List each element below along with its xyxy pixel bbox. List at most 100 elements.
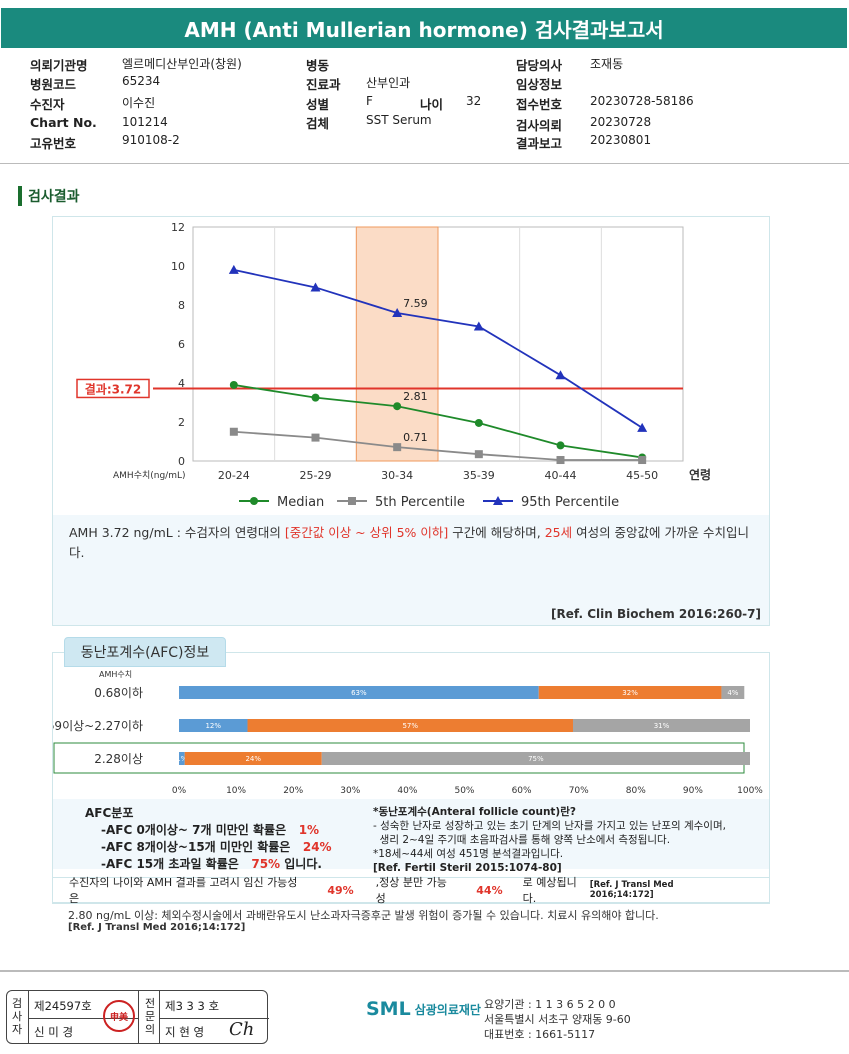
y-tick-label: 8 bbox=[178, 299, 185, 312]
afc-dist-row: -AFC 15개 초과일 확률은 75% 입니다. bbox=[83, 856, 332, 873]
x-tick-label: 40-44 bbox=[545, 469, 577, 482]
doctor-license: 제3 3 3 호 bbox=[165, 999, 220, 1013]
sign-divider bbox=[28, 1018, 138, 1019]
data-point bbox=[474, 418, 483, 427]
afc-x-tick: 90% bbox=[683, 786, 703, 796]
afc-definition: *동난포계수(Anteral follicle count)란? - 성숙한 난… bbox=[373, 805, 726, 875]
afc-chart: AMH수치 0.68이하 63% 32% 4% 0.69이상~2.27이하 12% 57% 31… bbox=[53, 670, 763, 796]
afc-x-tick: 100% bbox=[737, 786, 763, 796]
afc-def-ref: [Ref. Fertil Steril 2015:1074-80] bbox=[373, 862, 562, 874]
chart-comment-area bbox=[53, 515, 769, 625]
tech-stamp: 申美 bbox=[103, 1000, 135, 1032]
afc-panel: AMH수치 0.68이하 63% 32% 4% 0.69이상~2.27이하 12% 57% 31… bbox=[52, 652, 770, 905]
y-tick-label: 4 bbox=[178, 377, 185, 390]
legend-item: Median bbox=[239, 495, 324, 510]
chart-reference: [Ref. Clin Biochem 2016:260-7] bbox=[551, 607, 761, 621]
afc-row-label: 2.28이상 bbox=[94, 752, 143, 766]
amh-chart: 0 2 4 6 8 10 12 20-24 25-29 30-34 35-39 40-44 45-50 연… bbox=[76, 221, 711, 510]
series-line bbox=[233, 384, 643, 459]
summary-part-2: ,정상 분만 가능성 bbox=[375, 876, 447, 905]
afc-bar-segment bbox=[179, 686, 539, 699]
x-tick-label: 35-39 bbox=[463, 469, 495, 482]
x-tick-label: 25-29 bbox=[300, 469, 332, 482]
section-heading: 검사결과 bbox=[18, 186, 80, 206]
afc-x-tick: 70% bbox=[569, 786, 589, 796]
afc-segment-label: 75% bbox=[528, 755, 544, 763]
afc-dist-value: 24% bbox=[302, 840, 332, 854]
report-date-label: 결과보고 bbox=[516, 136, 563, 151]
doctor-vertical-label: 전문의 bbox=[144, 997, 156, 1036]
hospital-value: 엘르메디산부인과(창원) bbox=[122, 57, 242, 71]
data-point bbox=[555, 370, 566, 380]
specimen-value: SST Serum bbox=[366, 113, 432, 127]
afc-x-tick: 50% bbox=[454, 786, 474, 796]
pregnancy-rate: 49% bbox=[327, 883, 354, 897]
patient-value: 이수진 bbox=[122, 96, 156, 110]
afc-dist-text: -AFC 15개 초과일 확률은 bbox=[101, 857, 239, 871]
afc-x-tick: 40% bbox=[397, 786, 417, 796]
org-phone: 대표번호 : 1661-5117 bbox=[484, 1028, 596, 1041]
afc-x-tick: 10% bbox=[226, 786, 246, 796]
data-point bbox=[393, 402, 402, 411]
ward-label: 병동 bbox=[306, 58, 330, 73]
afc-segment-label: 31% bbox=[654, 722, 670, 730]
chart-value: 101214 bbox=[122, 115, 168, 129]
y-tick-label: 10 bbox=[171, 260, 185, 273]
legend-label: Median bbox=[277, 495, 324, 510]
chart-label: Chart No. bbox=[30, 115, 97, 130]
footer-divider bbox=[0, 970, 849, 972]
unique-value: 910108-2 bbox=[122, 133, 180, 147]
legend-label: 5th Percentile bbox=[375, 495, 465, 510]
pregnancy-summary: 수진자의 나이와 AMH 결과를 고려시 임신 가능성은 49% ,정상 분만 … bbox=[53, 876, 769, 905]
afc-dist-value: 75% bbox=[251, 857, 281, 871]
data-label: 0.71 bbox=[403, 431, 428, 444]
clinical-label: 임상정보 bbox=[516, 77, 563, 92]
data-label: 2.81 bbox=[403, 390, 428, 403]
afc-dist-text: -AFC 8개이상~15개 미만인 확률은 bbox=[101, 840, 291, 854]
series-line bbox=[233, 430, 643, 461]
signature-box: 검사자 제24597호 신 미 경 申美 전문의 제3 3 3 호 지 현 영 … bbox=[6, 990, 269, 1044]
afc-segment-label: 57% bbox=[402, 722, 418, 730]
data-label: 7.59 bbox=[403, 297, 428, 310]
series-line bbox=[233, 269, 643, 429]
data-point bbox=[493, 496, 503, 505]
sign-divider bbox=[159, 991, 160, 1043]
comment-age: 25세 bbox=[544, 525, 573, 540]
report-title: AMH (Anti Mullerian hormone) 검사결과보고서 bbox=[1, 8, 847, 48]
delivery-rate: 44% bbox=[476, 883, 503, 897]
afc-x-tick: 30% bbox=[340, 786, 360, 796]
doctor-signature: Ch bbox=[229, 1019, 255, 1040]
request-value: 20230728 bbox=[590, 115, 652, 129]
afc-dist-value: 1% bbox=[298, 823, 320, 837]
afc-segment-label: 63% bbox=[351, 689, 367, 697]
afc-dist-title: AFC분포 bbox=[85, 806, 134, 820]
receipt-value: 20230728-58186 bbox=[590, 94, 694, 108]
data-point bbox=[556, 441, 565, 450]
unique-label: 고유번호 bbox=[30, 136, 77, 151]
data-point bbox=[473, 321, 484, 331]
afc-bar-segment bbox=[247, 719, 573, 732]
y-tick-label: 6 bbox=[178, 338, 185, 351]
series-95th-percentile bbox=[228, 264, 648, 432]
summary-part-1: 수진자의 나이와 AMH 결과를 고려시 임신 가능성은 bbox=[69, 876, 298, 905]
data-point bbox=[311, 393, 320, 402]
legend-item: 5th Percentile bbox=[337, 495, 465, 510]
afc-bar-segment bbox=[184, 752, 322, 765]
afc-def-title: *동난포계수(Anteral follicle count)란? bbox=[373, 806, 576, 818]
afc-bar-segment bbox=[721, 686, 745, 699]
org-code: 요양기관 : 1 1 3 6 5 2 0 0 bbox=[484, 998, 616, 1011]
hospital-label: 의뢰기관명 bbox=[30, 58, 88, 73]
summary-reference: [Ref. J Transl Med 2016;14:172] bbox=[589, 880, 674, 900]
summary-part-3: 로 예상됩니다. bbox=[522, 876, 577, 905]
afc-segment-label: 4% bbox=[727, 689, 738, 697]
x-tick-label: 20-24 bbox=[218, 469, 250, 482]
info-divider bbox=[0, 163, 849, 164]
sex-value: F bbox=[366, 94, 373, 108]
data-point bbox=[229, 380, 238, 389]
data-point bbox=[638, 456, 647, 465]
afc-segment-label: 1% bbox=[176, 755, 187, 763]
code-value: 65234 bbox=[122, 74, 161, 88]
ohss-warning: 2.80 ng/mL 이상: 체외수정시술에서 과배란유도시 난소과자극증후군 … bbox=[68, 909, 659, 922]
afc-dist-row: -AFC 0개이상~ 7개 미만인 확률은 1% bbox=[83, 822, 332, 839]
logo-mark: SML bbox=[366, 998, 411, 1020]
